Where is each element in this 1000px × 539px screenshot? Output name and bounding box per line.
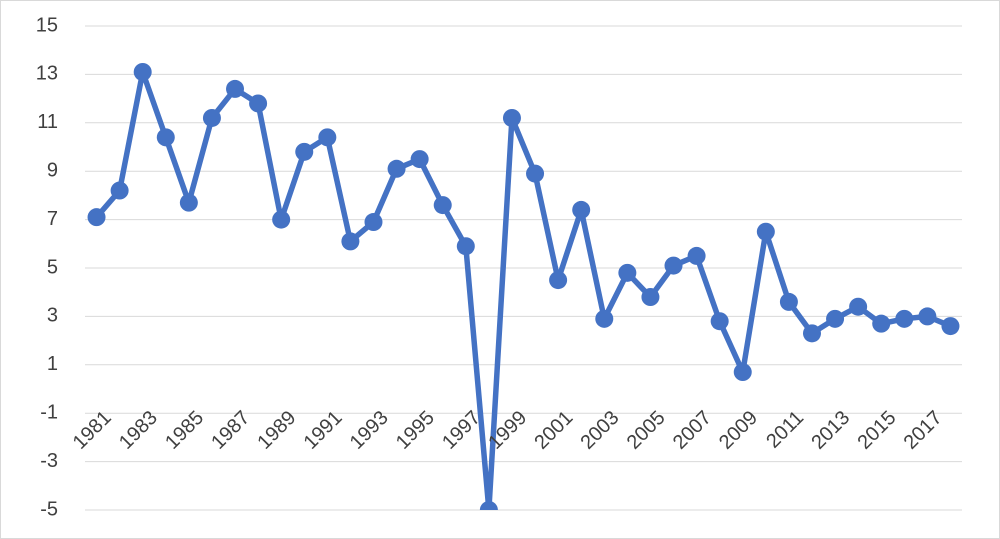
marker — [595, 309, 614, 328]
marker — [295, 142, 314, 161]
marker — [756, 222, 775, 241]
marker — [341, 232, 360, 251]
marker — [387, 159, 406, 178]
marker — [664, 256, 683, 275]
marker — [410, 150, 429, 169]
y-tick-label: 1 — [47, 353, 58, 375]
y-tick-label: 9 — [47, 159, 58, 181]
marker — [918, 307, 937, 326]
y-tick-label: 11 — [37, 111, 58, 133]
marker — [202, 108, 221, 127]
y-tick-label: -1 — [40, 401, 58, 423]
marker — [687, 246, 706, 265]
marker — [618, 263, 637, 282]
marker — [364, 213, 383, 232]
y-tick-label: 7 — [47, 208, 58, 230]
marker — [849, 297, 868, 316]
marker — [318, 128, 337, 147]
marker — [895, 309, 914, 328]
marker — [502, 108, 521, 127]
marker — [872, 314, 891, 333]
marker — [433, 196, 452, 215]
y-tick-label: 5 — [47, 256, 58, 278]
marker — [733, 363, 752, 382]
marker — [456, 237, 475, 256]
marker — [779, 292, 798, 311]
y-tick-label: -3 — [40, 450, 58, 472]
marker — [526, 164, 545, 183]
marker — [802, 324, 821, 343]
marker — [226, 79, 245, 98]
y-tick-label: 15 — [36, 14, 58, 36]
marker — [641, 288, 660, 307]
y-tick-label: 3 — [47, 305, 58, 327]
marker — [87, 208, 106, 227]
plot — [87, 62, 960, 510]
marker — [710, 312, 729, 331]
marker — [826, 309, 845, 328]
marker — [479, 501, 498, 510]
y-tick-label: 13 — [36, 63, 58, 85]
marker — [156, 128, 175, 147]
marker — [249, 94, 268, 113]
marker — [110, 181, 129, 200]
grid — [85, 25, 962, 511]
marker — [549, 271, 568, 290]
marker — [179, 193, 198, 212]
y-tick-label: -5 — [40, 498, 58, 520]
marker — [133, 62, 152, 81]
marker — [272, 210, 291, 229]
marker — [572, 200, 591, 219]
marker — [941, 317, 960, 336]
